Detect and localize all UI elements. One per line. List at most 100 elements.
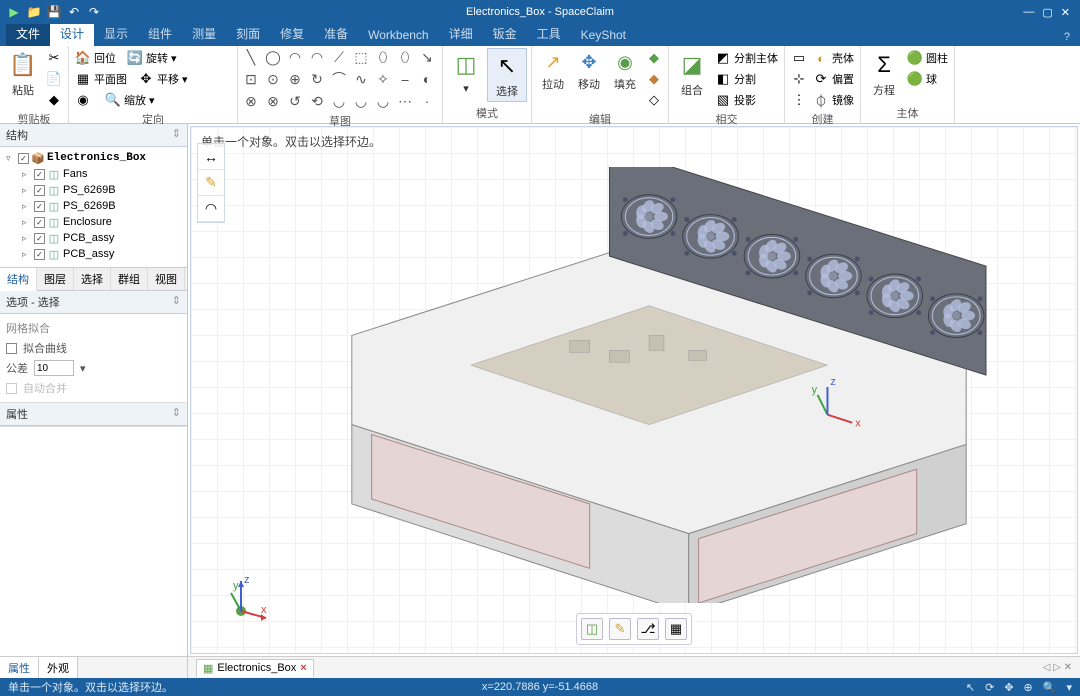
combine-button[interactable]: ◪组合 — [673, 48, 711, 100]
sketch-tool-23[interactable]: ◡ — [352, 92, 370, 110]
sketch-tool-0[interactable]: ╲ — [242, 48, 260, 66]
sketch-tool-12[interactable]: ↻ — [308, 70, 326, 88]
model-render[interactable]: x y z — [261, 167, 1057, 603]
edit-extra-3[interactable]: ◇ — [644, 90, 664, 110]
vp-btn-3[interactable]: ⎇ — [637, 618, 659, 640]
project-button[interactable]: ▧投影 — [713, 90, 780, 110]
clip-extra-button[interactable]: ◆ — [44, 90, 64, 110]
sketch-tool-20[interactable]: ↺ — [286, 92, 304, 110]
tab-file[interactable]: 文件 — [6, 22, 50, 46]
sketch-tool-26[interactable]: · — [418, 92, 436, 110]
mirror-button[interactable]: ⏀镜像 — [811, 90, 856, 110]
viewport-3d[interactable]: 单击一个对象。双击以选择环边。 ↔ ✎ ◠ — [190, 126, 1078, 654]
vp-tool-3[interactable]: ◠ — [198, 196, 224, 222]
sketch-tool-1[interactable]: ◯ — [264, 48, 282, 66]
split-body-button[interactable]: ◩分割主体 — [713, 48, 780, 68]
vp-tool-2[interactable]: ✎ — [198, 170, 224, 196]
sketch-tool-18[interactable]: ⊗ — [242, 92, 260, 110]
tab-detail[interactable]: 详细 — [439, 22, 483, 46]
sketch-tool-6[interactable]: ⬯ — [374, 48, 392, 66]
tolerance-input[interactable] — [34, 360, 74, 376]
sketch-tool-5[interactable]: ⬚ — [352, 48, 370, 66]
copy-button[interactable]: 📄 — [44, 69, 64, 89]
sketch-tool-21[interactable]: ⟲ — [308, 92, 326, 110]
sketch-tool-9[interactable]: ⊡ — [242, 70, 260, 88]
home-view-button[interactable]: 🏠回位🔄旋转 ▾ — [73, 48, 233, 68]
close-doc-icon[interactable]: × — [300, 662, 306, 674]
split-button[interactable]: ◧分割 — [713, 69, 780, 89]
tab-keyshot[interactable]: KeyShot — [571, 25, 636, 46]
sketch-tool-13[interactable]: ⌒ — [330, 70, 348, 88]
sketch-tool-4[interactable]: ⟋ — [330, 48, 348, 66]
vp-tool-1[interactable]: ↔ — [198, 144, 224, 170]
sketch-tool-15[interactable]: ✧ — [374, 70, 392, 88]
st-more-icon[interactable]: ▾ — [1066, 681, 1072, 694]
sketch-tool-11[interactable]: ⊕ — [286, 70, 304, 88]
maximize-button[interactable]: ▢ — [1042, 6, 1052, 19]
tab-repair[interactable]: 修复 — [270, 22, 314, 46]
pull-button[interactable]: ↗拉动 — [536, 48, 570, 94]
zoom-view-button[interactable]: ◉🔍缩放 ▾ — [73, 90, 233, 110]
tab-prepare[interactable]: 准备 — [314, 22, 358, 46]
tree-node[interactable]: ▹✓◫PCB_assy — [2, 230, 185, 246]
qat-run-icon[interactable]: ▶ — [6, 4, 22, 20]
move-button[interactable]: ✥移动 — [572, 48, 606, 94]
st-zoom-icon[interactable]: ⊕ — [1024, 681, 1033, 694]
st-mag-icon[interactable]: 🔍 — [1043, 681, 1057, 694]
equation-button[interactable]: Σ方程 — [865, 48, 903, 100]
tab-tools[interactable]: 工具 — [527, 22, 571, 46]
qat-open-icon[interactable]: 📁 — [26, 4, 42, 20]
sketch-tool-19[interactable]: ⊗ — [264, 92, 282, 110]
tab-facet[interactable]: 刻面 — [226, 22, 270, 46]
tree-root[interactable]: ▿✓📦Electronics_Box — [2, 150, 185, 166]
close-button[interactable]: ✕ — [1061, 6, 1070, 19]
tab-assembly[interactable]: 组件 — [138, 22, 182, 46]
bottom-tab-appearance[interactable]: 外观 — [39, 657, 78, 678]
doc-nav[interactable]: ◁ ▷ ✕ — [1035, 662, 1080, 673]
structure-tree[interactable]: ▿✓📦Electronics_Box ▹✓◫Fans▹✓◫PS_6269B▹✓◫… — [0, 147, 187, 267]
st-pan-icon[interactable]: ✥ — [1004, 681, 1013, 694]
left-tab-layers[interactable]: 图层 — [37, 268, 74, 290]
edit-extra-2[interactable]: ◆ — [644, 69, 664, 89]
sphere-button[interactable]: 🟢球 — [905, 69, 950, 89]
sketch-tool-14[interactable]: ∿ — [352, 70, 370, 88]
document-tab[interactable]: ▦Electronics_Box× — [196, 659, 314, 677]
sketch-tool-24[interactable]: ◡ — [374, 92, 392, 110]
tree-node[interactable]: ▹✓◫Fans — [2, 166, 185, 182]
sketch-tool-25[interactable]: ⋯ — [396, 92, 414, 110]
sketch-tool-16[interactable]: ⎯ — [396, 70, 414, 88]
qat-save-icon[interactable]: 💾 — [46, 4, 62, 20]
tolerance-row[interactable]: 公差▾ — [6, 358, 181, 378]
tree-node[interactable]: ▹✓◫PCB_assy — [2, 246, 185, 262]
cylinder-button[interactable]: 🟢圆柱 — [905, 48, 950, 68]
left-tab-views[interactable]: 视图 — [148, 268, 185, 290]
mode-3d-button[interactable]: ◫▾ — [447, 48, 485, 97]
shell-button[interactable]: ◐壳体 — [811, 48, 856, 68]
tree-node[interactable]: ▹✓◫PS_6269B — [2, 182, 185, 198]
sketch-tool-10[interactable]: ⊙ — [264, 70, 282, 88]
bottom-tab-properties[interactable]: 属性 — [0, 657, 39, 678]
select-button[interactable]: ↖选择 — [487, 48, 527, 102]
fill-button[interactable]: ◉填充 — [608, 48, 642, 94]
create-axis-button[interactable]: ⊹ — [789, 69, 809, 89]
tree-node[interactable]: ▹✓◫PS_6269B — [2, 198, 185, 214]
tree-node[interactable]: ▹✓◫Enclosure — [2, 214, 185, 230]
sketch-tool-22[interactable]: ◡ — [330, 92, 348, 110]
sketch-tool-2[interactable]: ◠ — [286, 48, 304, 66]
minimize-button[interactable]: — — [1023, 6, 1034, 19]
sketch-tool-17[interactable]: ◐ — [418, 70, 436, 88]
left-tab-groups[interactable]: 群组 — [111, 268, 148, 290]
st-cursor-icon[interactable]: ↖ — [966, 681, 975, 694]
help-button[interactable]: ? — [1054, 28, 1080, 46]
sketch-tool-8[interactable]: ↘ — [418, 48, 436, 66]
create-point-button[interactable]: ⋮ — [789, 90, 809, 110]
cut-button[interactable]: ✂ — [44, 48, 64, 68]
vp-btn-4[interactable]: ▦ — [665, 618, 687, 640]
left-tab-structure[interactable]: 结构 — [0, 268, 37, 291]
plan-view-button[interactable]: ▦平面图✥平移 ▾ — [73, 69, 233, 89]
sketch-tool-3[interactable]: ◠ — [308, 48, 326, 66]
view-triad[interactable]: x y z — [221, 573, 271, 623]
sketch-tool-7[interactable]: ⬯ — [396, 48, 414, 66]
edit-extra-1[interactable]: ◆ — [644, 48, 664, 68]
tab-display[interactable]: 显示 — [94, 22, 138, 46]
